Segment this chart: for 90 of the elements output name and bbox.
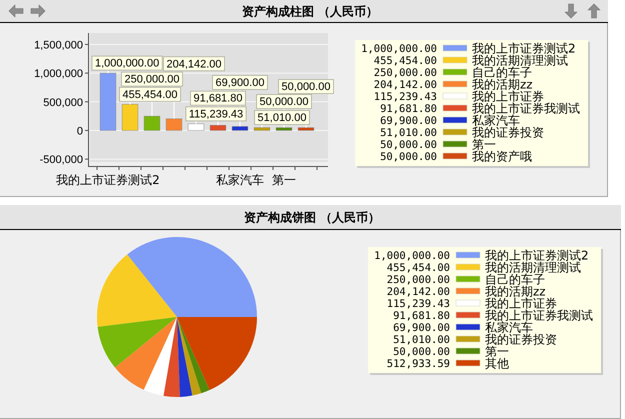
legend-label: 其他	[485, 356, 509, 370]
legend-item: 204,142.00 我的活期zz	[386, 284, 546, 298]
legend-label: 我的证券投资	[472, 126, 544, 140]
legend-item: 512,933.59 其他	[386, 356, 509, 370]
legend-item: 115,239.43 我的上市证券	[386, 296, 557, 310]
data-label: 50,000.00	[278, 79, 334, 94]
y-tick-label: 1,000,000	[34, 68, 83, 80]
legend-label: 我的上市证券测试2	[485, 248, 589, 262]
data-label: 250,000.00	[121, 72, 183, 87]
legend-label: 自己的车子	[472, 66, 532, 80]
legend-item: 250,000.00 自己的车子	[374, 66, 532, 80]
legend-label: 自己的车子	[485, 272, 545, 286]
pie-slice	[144, 317, 177, 396]
pie-slice	[177, 317, 192, 397]
data-label: 69,900.00	[216, 76, 264, 89]
legend-label: 我的活期清理测试	[485, 260, 581, 274]
data-label: 50,000.00	[256, 94, 312, 109]
data-label: 250,000.00	[124, 74, 180, 86]
legend-label: 第一	[485, 344, 509, 358]
legend-item: 1,000,000.00 我的上市证券测试2	[374, 248, 589, 262]
data-label: 51,010.00	[258, 112, 306, 124]
legend-label: 我的上市证券	[472, 90, 544, 104]
data-label: 455,454.00	[386, 262, 450, 274]
data-label: 69,900.00	[212, 75, 268, 90]
data-label: 50,000.00	[393, 346, 450, 358]
legend-item: 204,142.00 我的活期zz	[374, 78, 533, 92]
legend-item: 50,000.00 我的资产哦	[380, 150, 532, 164]
legend-item: 115,239.43 我的上市证券	[374, 90, 544, 104]
pie-slice	[177, 317, 202, 396]
legend-item: 455,454.00 我的活期清理测试	[374, 54, 568, 68]
legend-item: 69,900.00 私家汽车	[380, 114, 520, 128]
legend-label: 我的上市证券我测试	[485, 308, 593, 322]
data-label: 115,239.43	[188, 108, 244, 120]
legend-label: 我的上市证券我测试	[472, 102, 580, 116]
pie-slice	[98, 317, 177, 368]
data-label: 91,681.80	[190, 90, 246, 106]
y-tick-label: 1,500,000	[34, 39, 83, 52]
legend-label: 我的资产哦	[472, 150, 532, 164]
data-label: 51,010.00	[393, 334, 450, 346]
data-label: 91,681.80	[393, 310, 450, 322]
data-label: 50,000.00	[260, 96, 308, 108]
legend-item: 51,010.00 我的证券投资	[380, 126, 544, 140]
data-label: 250,000.00	[386, 274, 450, 286]
legend-item: 51,010.00 我的证券投资	[393, 332, 557, 346]
y-tick-label: -500,000	[40, 154, 83, 166]
data-label: 115,239.43	[185, 106, 247, 122]
data-label: 115,239.43	[386, 298, 450, 310]
legend-label: 我的活期zz	[472, 78, 533, 92]
data-label: 1,000,000.00	[94, 58, 160, 70]
pie-slice	[164, 317, 180, 397]
data-label: 51,010.00	[254, 110, 310, 125]
legend-item: 250,000.00 自己的车子	[386, 272, 545, 286]
legend-label: 我的上市证券	[485, 296, 557, 310]
legend-item: 91,681.80 我的上市证券我测试	[393, 308, 593, 322]
data-label: 512,933.59	[386, 358, 450, 370]
y-tick-label: 0	[76, 125, 83, 138]
x-tick-label: 我的上市证券测试2	[56, 173, 160, 187]
legend-item: 455,454.00 我的活期清理测试	[386, 260, 581, 274]
data-label: 69,900.00	[393, 322, 450, 334]
data-label: 50,000.00	[282, 81, 330, 94]
y-tick-label: 500,000	[43, 96, 83, 109]
legend-label: 私家汽车	[472, 114, 520, 128]
data-label: 455,454.00	[122, 88, 178, 101]
legend-label: 我的活期zz	[485, 284, 546, 298]
legend-item: 1,000,000.00 我的上市证券测试2	[361, 42, 576, 56]
data-label: 91,681.80	[194, 92, 242, 105]
data-label: 1,000,000.00	[92, 56, 163, 71]
x-tick-label: 第一	[272, 173, 296, 187]
legend-label: 第一	[472, 138, 496, 152]
pie-slice	[115, 317, 177, 390]
legend-label: 我的活期清理测试	[472, 54, 568, 68]
chart-title: 资产构成柱图 （人民币）	[242, 4, 378, 18]
legend-label: 私家汽车	[485, 320, 533, 334]
data-label: 204,142.00	[166, 58, 222, 70]
data-label: 1,000,000.00	[374, 250, 450, 262]
pie-slice	[127, 237, 257, 317]
pie-slice	[177, 317, 210, 394]
pie-slice	[96, 254, 177, 327]
legend-label: 我的上市证券测试2	[472, 42, 576, 56]
legend-item: 50,000.00 第一	[380, 138, 496, 152]
data-label: 455,454.00	[119, 86, 181, 102]
data-label: 204,142.00	[386, 286, 450, 298]
legend-item: 91,681.80 我的上市证券我测试	[380, 102, 580, 116]
legend-item: 50,000.00 第一	[393, 344, 509, 358]
chart-title: 资产构成饼图 （人民币）	[244, 210, 380, 224]
x-tick-label: 私家汽车	[216, 173, 264, 187]
pie-slice	[177, 317, 257, 390]
legend-item: 69,900.00 私家汽车	[393, 320, 533, 334]
data-label: 204,142.00	[163, 56, 225, 72]
legend-label: 我的证券投资	[485, 332, 557, 346]
